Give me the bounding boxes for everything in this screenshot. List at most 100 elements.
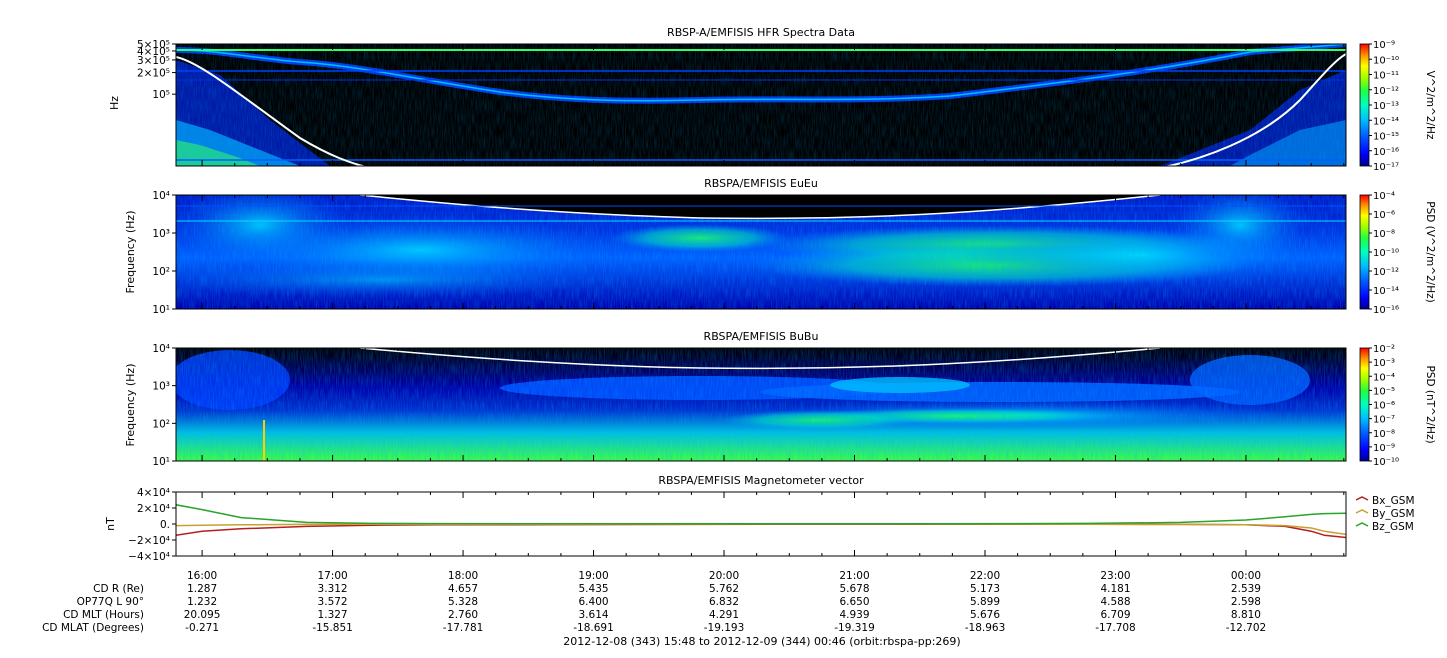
mag-panel: RBSPA/EMFISIS Magnetometer vector 4×10⁴ 2… xyxy=(104,474,1415,563)
bubu-ylabel: Frequency (Hz) xyxy=(124,364,137,447)
colorbar-tick-label: 10⁻³ xyxy=(1373,358,1395,369)
eueu-colorbar: 10⁻⁴ 10⁻⁶ 10⁻⁸ 10⁻¹⁰ 10⁻¹² 10⁻¹⁴ 10⁻¹⁶ PSD (V^2… xyxy=(1359,191,1436,316)
ephemeris-value: 5.899 xyxy=(970,596,1000,608)
ephemeris-value: -17.781 xyxy=(443,622,484,634)
ephemeris-value: 4.291 xyxy=(709,609,739,621)
hfr-panel: RBSP-A/EMFISIS HFR Spectra Data 5×10⁵4×1… xyxy=(108,26,1436,173)
ephemeris-value: 6.709 xyxy=(1100,609,1130,621)
colorbar-tick-label: 10⁻¹⁴ xyxy=(1373,286,1399,297)
hfr-title: RBSP-A/EMFISIS HFR Spectra Data xyxy=(667,26,855,39)
ephemeris-row-label: CD MLT (Hours) xyxy=(63,609,144,621)
ephemeris-value: 6.832 xyxy=(709,596,739,608)
ephemeris-table: CD R (Re) 1.287 3.312 4.657 5.435 5.762 5.678 5… xyxy=(42,583,1266,634)
ephemeris-value: 5.435 xyxy=(579,583,609,595)
colorbar-tick-label: 10⁻¹² xyxy=(1373,267,1399,278)
time-axis: 16:00 17:00 18:00 19:00 20:00 21:00 22:00 23:00… xyxy=(187,570,1261,582)
ephemeris-value: 4.939 xyxy=(839,609,869,621)
ephemeris-value: 5.676 xyxy=(970,609,1000,621)
bubu-panel: RBSPA/EMFISIS BuBu 10⁴ 10³ 10² 10¹ Frequenc… xyxy=(124,330,1436,468)
ephemeris-value: 4.588 xyxy=(1100,596,1130,608)
y-tick-label: 10¹ xyxy=(152,456,170,468)
ephemeris-value: 2.539 xyxy=(1231,583,1261,595)
y-tick-label: 10³ xyxy=(152,381,170,393)
hfr-ylabel: Hz xyxy=(108,96,121,110)
ephemeris-row-label: CD MLAT (Degrees) xyxy=(42,622,144,634)
footer-time-range: 2012-12-08 (343) 15:48 to 2012-12-09 (34… xyxy=(563,635,960,648)
legend-label: By_GSM xyxy=(1372,508,1415,520)
y-tick-label: 10⁴ xyxy=(152,343,170,355)
colorbar-tick-label: 10⁻¹⁴ xyxy=(1373,116,1399,127)
ephemeris-value: 3.572 xyxy=(318,596,348,608)
colorbar-tick-label: 10⁻¹⁶ xyxy=(1373,305,1399,316)
colorbar-label: PSD (V^2/m^2/Hz) xyxy=(1424,201,1436,302)
ephemeris-value: 2.598 xyxy=(1231,596,1261,608)
y-tick-label: 10³ xyxy=(152,228,170,240)
ephemeris-value: -12.702 xyxy=(1226,622,1267,634)
y-tick-label: 4×10⁵ xyxy=(137,46,170,58)
colorbar-tick-label: 10⁻¹¹ xyxy=(1373,71,1399,82)
colorbar-tick-label: 10⁻⁵ xyxy=(1373,386,1395,397)
colorbar-tick-label: 10⁻⁴ xyxy=(1373,372,1395,383)
colorbar-gradient xyxy=(1359,43,1370,167)
ephemeris-value: 5.173 xyxy=(970,583,1000,595)
hfr-colorbar: 10⁻⁹ 10⁻¹⁰ 10⁻¹¹ 10⁻¹² 10⁻¹³ 10⁻¹⁴ 10⁻¹⁵ 10⁻¹⁶ 1… xyxy=(1359,40,1436,173)
ephemeris-value: 8.810 xyxy=(1231,609,1261,621)
colorbar-tick-label: 10⁻⁶ xyxy=(1373,401,1395,412)
ephemeris-value: 6.400 xyxy=(579,596,609,608)
ephemeris-value: 4.657 xyxy=(448,583,478,595)
ephemeris-value: -19.319 xyxy=(834,622,875,634)
colorbar-tick-label: 10⁻¹⁷ xyxy=(1373,162,1399,173)
bubu-y-ticks: 10⁴ 10³ 10² 10¹ xyxy=(152,343,1345,468)
y-tick-label: 10¹ xyxy=(152,304,170,316)
time-tick-label: 00:00 xyxy=(1231,570,1261,582)
legend-label: Bx_GSM xyxy=(1372,495,1415,507)
mag-y-ticks: 4×10⁴ 2×10⁴ 0. −2×10⁴ −4×10⁴ xyxy=(128,487,1345,563)
time-tick-label: 18:00 xyxy=(448,570,478,582)
ephemeris-value: 1.327 xyxy=(318,609,348,621)
time-tick-label: 16:00 xyxy=(187,570,217,582)
y-tick-label: 10² xyxy=(152,266,170,278)
ephemeris-value: -18.691 xyxy=(573,622,614,634)
ephemeris-value: 3.614 xyxy=(579,609,609,621)
time-tick-label: 23:00 xyxy=(1100,570,1130,582)
y-tick-label: 10⁴ xyxy=(152,190,170,202)
y-tick-label: 10⁵ xyxy=(152,89,170,101)
time-tick-label: 22:00 xyxy=(970,570,1000,582)
ephemeris-value: -19.193 xyxy=(704,622,745,634)
y-tick-label: 10² xyxy=(152,418,170,430)
colorbar-tick-label: 10⁻¹³ xyxy=(1373,101,1399,112)
y-tick-label: 2×10⁴ xyxy=(137,503,170,515)
colorbar-tick-label: 10⁻⁶ xyxy=(1373,210,1395,221)
colorbar-tick-label: 10⁻¹⁰ xyxy=(1373,248,1399,259)
colorbar-label: V^2/m^2/Hz xyxy=(1424,71,1436,140)
colorbar-tick-label: 10⁻⁸ xyxy=(1373,229,1395,240)
legend-swatch xyxy=(1355,496,1369,501)
colorbar-tick-label: 10⁻⁴ xyxy=(1373,191,1395,202)
y-tick-label: 3×10⁵ xyxy=(137,55,170,67)
colorbar-tick-label: 10⁻¹² xyxy=(1373,86,1399,97)
ephemeris-value: 1.287 xyxy=(187,583,217,595)
bubu-colorbar: 10⁻² 10⁻³ 10⁻⁴ 10⁻⁵ 10⁻⁶ 10⁻⁷ 10⁻⁸ 10⁻⁹ 10⁻¹⁰ PSD… xyxy=(1359,344,1436,468)
colorbar-tick-label: 10⁻¹⁵ xyxy=(1373,132,1399,143)
ephemeris-value: 3.312 xyxy=(318,583,348,595)
ephemeris-value: -17.708 xyxy=(1095,622,1136,634)
y-tick-label: 2×10⁵ xyxy=(137,68,170,80)
legend-swatch xyxy=(1355,509,1369,514)
time-tick-label: 20:00 xyxy=(709,570,739,582)
y-tick-label: −2×10⁴ xyxy=(128,535,170,547)
ephemeris-value: 2.760 xyxy=(448,609,478,621)
colorbar-tick-label: 10⁻⁹ xyxy=(1373,40,1395,51)
colorbar-gradient xyxy=(1359,347,1370,462)
legend-label: Bz_GSM xyxy=(1372,521,1414,533)
mag-title: RBSPA/EMFISIS Magnetometer vector xyxy=(658,474,864,487)
ephemeris-value: -15.851 xyxy=(312,622,353,634)
ephemeris-value: 1.232 xyxy=(187,596,217,608)
eueu-y-ticks: 10⁴ 10³ 10² 10¹ xyxy=(152,190,1345,316)
series-line-Bz_GSM xyxy=(176,504,1346,525)
time-tick-label: 19:00 xyxy=(578,570,608,582)
hfr-white-curve xyxy=(176,56,367,166)
ephemeris-value: 4.181 xyxy=(1100,583,1130,595)
